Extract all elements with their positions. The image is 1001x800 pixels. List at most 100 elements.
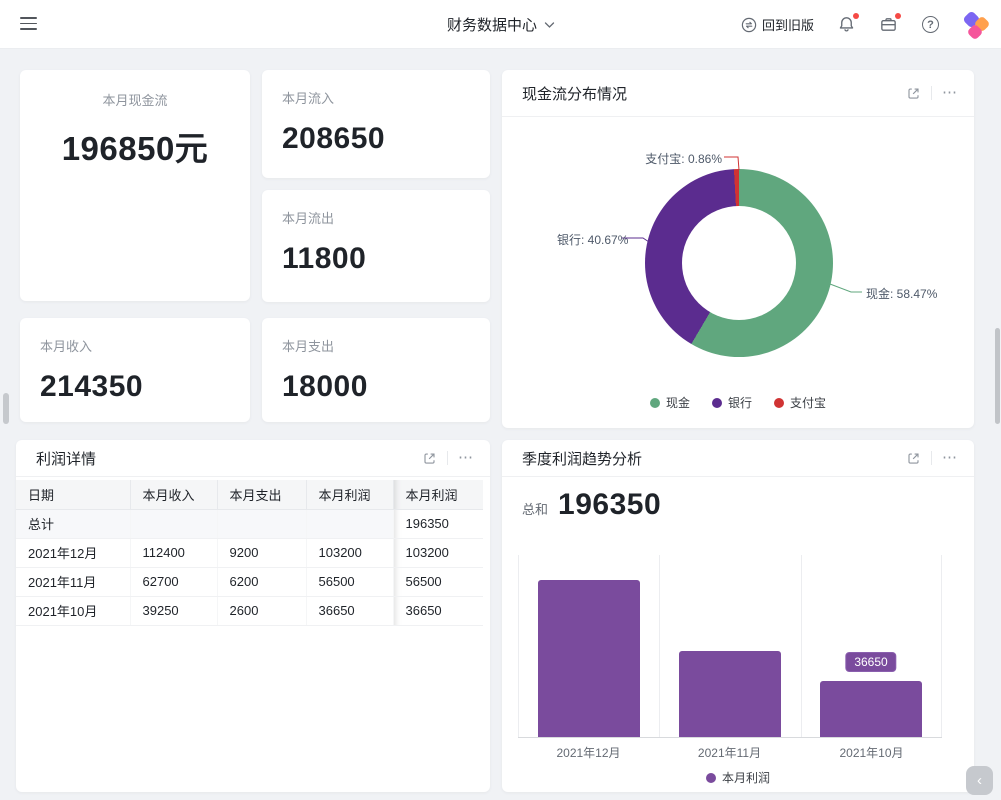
table-cell: 6200 bbox=[217, 567, 307, 597]
back-to-old-version-button[interactable]: 回到旧版 bbox=[741, 15, 814, 34]
switch-version-icon bbox=[741, 17, 757, 32]
table-column-header[interactable]: 日期 bbox=[16, 480, 131, 510]
metric-label: 本月流出 bbox=[282, 211, 335, 226]
table-column-header[interactable]: 本月利润 bbox=[306, 480, 394, 510]
bar-plot: 36650 2021年12月 2021年11月 2021年10月 bbox=[518, 555, 942, 760]
table-row: 2021年10月 39250 2600 36650 36650 bbox=[16, 596, 483, 626]
table-column-header[interactable]: 本月支出 bbox=[217, 480, 307, 510]
card-monthly-outflow: 本月流出 11800 bbox=[262, 190, 490, 302]
profit-table: 日期 本月收入 本月支出 本月利润 本月利润 总计 196350 2021年12月 11240… bbox=[16, 480, 483, 626]
inbox-badge bbox=[895, 13, 901, 19]
table-cell: 总计 bbox=[16, 509, 131, 539]
divider bbox=[931, 451, 932, 465]
app-logo[interactable] bbox=[962, 9, 991, 40]
metric-value: 208650 bbox=[282, 122, 386, 155]
donut-legend: 现金 银行 支付宝 bbox=[502, 394, 974, 411]
bar-2021年12月[interactable] bbox=[538, 580, 640, 737]
legend-item-bank[interactable]: 银行 bbox=[711, 394, 752, 411]
table-cell: 56500 bbox=[393, 567, 483, 597]
legend-item-cash[interactable]: 现金 bbox=[649, 394, 690, 411]
help-button[interactable]: ? bbox=[921, 15, 940, 34]
bar-legend: 本月利润 bbox=[502, 769, 974, 786]
chevron-down-icon bbox=[544, 21, 554, 28]
divider bbox=[447, 451, 448, 465]
legend-dot-purple bbox=[711, 397, 722, 408]
metric-label: 本月流入 bbox=[282, 91, 335, 106]
expand-icon[interactable] bbox=[906, 451, 921, 466]
legend-dot-green bbox=[649, 397, 660, 408]
table-cell: 39250 bbox=[130, 596, 218, 626]
table-cell: 2600 bbox=[217, 596, 307, 626]
table-cell bbox=[130, 509, 218, 539]
table-cell: 196350 bbox=[393, 509, 483, 539]
navbar: 财务数据中心 回到旧版 bbox=[0, 0, 1001, 49]
gridline bbox=[659, 555, 660, 737]
legend-dot-red bbox=[774, 397, 784, 408]
bar-2021年10月[interactable] bbox=[820, 681, 922, 737]
card-monthly-income: 本月收入 214350 bbox=[20, 318, 250, 422]
legend-item-alipay[interactable]: 支付宝 bbox=[774, 394, 826, 411]
more-icon[interactable]: ⋯ bbox=[942, 449, 958, 466]
total-label: 总和 bbox=[522, 502, 549, 517]
more-icon[interactable]: ⋯ bbox=[942, 84, 958, 101]
metric-label: 本月收入 bbox=[40, 339, 93, 354]
legend-label: 现金 bbox=[665, 396, 690, 410]
table-cell bbox=[306, 509, 394, 539]
expand-icon[interactable] bbox=[906, 86, 921, 101]
panel-title: 季度利润趋势分析 bbox=[522, 450, 643, 468]
table-column-header[interactable]: 本月利润 bbox=[393, 480, 483, 510]
notification-badge bbox=[853, 13, 859, 19]
donut-hole bbox=[682, 206, 796, 320]
notifications-button[interactable] bbox=[837, 13, 859, 34]
inbox-button[interactable] bbox=[879, 13, 901, 34]
left-drawer-handle[interactable] bbox=[3, 393, 9, 424]
more-icon[interactable]: ⋯ bbox=[458, 449, 474, 466]
help-icon: ? bbox=[922, 16, 939, 33]
total-value: 196350 bbox=[558, 488, 662, 521]
gridline bbox=[941, 555, 942, 737]
metric-label: 本月支出 bbox=[282, 339, 335, 354]
table-cell: 112400 bbox=[130, 538, 218, 568]
card-monthly-inflow: 本月流入 208650 bbox=[262, 70, 490, 178]
table-row: 总计 196350 bbox=[16, 509, 483, 539]
table-column-header[interactable]: 本月收入 bbox=[130, 480, 218, 510]
page-title-dropdown[interactable]: 财务数据中心 bbox=[447, 0, 554, 49]
vertical-scrollbar-thumb[interactable] bbox=[995, 328, 1000, 424]
gridline bbox=[518, 555, 519, 737]
table-cell: 103200 bbox=[393, 538, 483, 568]
table-cell: 36650 bbox=[306, 596, 394, 626]
x-axis-label: 2021年11月 bbox=[697, 746, 762, 760]
divider bbox=[931, 86, 932, 100]
table-cell: 62700 bbox=[130, 567, 218, 597]
table-cell: 56500 bbox=[306, 567, 394, 597]
legend-label: 支付宝 bbox=[790, 396, 827, 410]
panel-cashflow-distribution: 现金流分布情况 ⋯ 支付宝: 0.86% 银行: 40.67% 现金: 58.4… bbox=[502, 70, 974, 428]
briefcase-icon bbox=[881, 18, 896, 31]
navbar-actions: 回到旧版 ? bbox=[741, 0, 991, 49]
metric-value: 214350 bbox=[40, 370, 144, 403]
table-cell: 9200 bbox=[217, 538, 307, 568]
metric-label: 本月现金流 bbox=[102, 93, 168, 108]
panel-profit-details: 利润详情 ⋯ 日期 本月收入 本月支出 本月利润 本月利润 总计 196350 2021年1… bbox=[16, 440, 490, 792]
table-header-row: 日期 本月收入 本月支出 本月利润 本月利润 bbox=[16, 480, 483, 510]
bar-data-label: 36650 bbox=[845, 652, 897, 672]
callout-cash: 现金: 58.47% bbox=[866, 287, 938, 301]
table-cell bbox=[217, 509, 307, 539]
panel-title: 利润详情 bbox=[36, 450, 97, 468]
legend-dot-purple bbox=[705, 772, 716, 783]
collapse-panel-button[interactable]: ‹ bbox=[966, 766, 993, 795]
table-cell: 103200 bbox=[306, 538, 394, 568]
table-cell: 2021年12月 bbox=[16, 538, 131, 568]
x-axis-label: 2021年10月 bbox=[839, 746, 904, 760]
metric-value: 196850元 bbox=[61, 130, 209, 167]
expand-icon[interactable] bbox=[422, 451, 437, 466]
panel-title: 现金流分布情况 bbox=[522, 85, 628, 103]
card-monthly-expense: 本月支出 18000 bbox=[262, 318, 490, 422]
bar-2021年11月[interactable] bbox=[679, 651, 781, 737]
legend-item-profit[interactable]: 本月利润 bbox=[705, 769, 770, 786]
x-axis-label: 2021年12月 bbox=[556, 746, 621, 760]
metric-value: 18000 bbox=[282, 370, 368, 403]
table-row: 2021年12月 112400 9200 103200 103200 bbox=[16, 538, 483, 568]
menu-icon[interactable] bbox=[20, 17, 37, 30]
